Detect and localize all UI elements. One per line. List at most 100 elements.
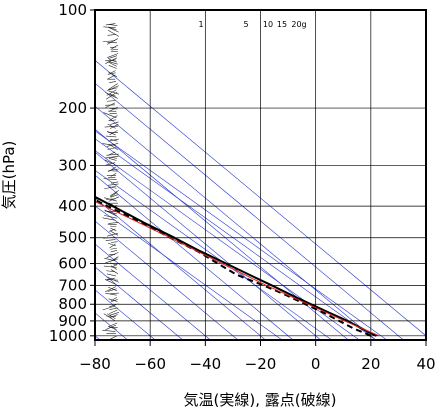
wind-barb — [107, 33, 116, 36]
wind-barb — [105, 162, 116, 166]
wind-barb — [108, 222, 119, 224]
mixing-ratio-label: 5 — [243, 20, 248, 29]
wind-barb — [109, 119, 117, 122]
y-tick-label: 100 — [58, 1, 87, 19]
wind-barb — [106, 143, 119, 147]
wind-barb — [109, 123, 119, 129]
wind-barb — [110, 181, 119, 184]
x-tick-label: −60 — [134, 355, 166, 373]
y-tick-label: 1000 — [49, 327, 87, 345]
x-tick-label: 20 — [361, 355, 380, 373]
temperature-line — [95, 195, 377, 337]
wind-barb — [107, 30, 120, 37]
wind-barb — [110, 297, 117, 302]
wind-barb — [107, 123, 116, 129]
wind-barb — [109, 309, 118, 314]
wind-barb — [110, 173, 117, 177]
wind-barb — [109, 59, 117, 63]
wind-barb — [107, 322, 118, 328]
wind-barb — [107, 183, 119, 186]
wind-barb — [108, 71, 118, 78]
wind-barb — [107, 41, 118, 44]
wind-barb — [109, 307, 119, 310]
wind-barb — [108, 55, 118, 59]
wind-barb — [105, 258, 118, 264]
y-tick-label: 200 — [58, 99, 87, 117]
wind-barb — [107, 83, 118, 91]
wind-barb — [108, 26, 119, 33]
wind-barb — [107, 38, 118, 45]
wind-barb — [105, 155, 119, 159]
wind-barb — [105, 102, 116, 109]
isotherm-line — [95, 128, 349, 340]
wind-barb — [103, 26, 116, 29]
x-tick-label: 40 — [416, 355, 435, 373]
isotherm-line — [95, 197, 266, 340]
y-tick-label: 600 — [58, 255, 87, 273]
isotherm-line — [95, 266, 183, 340]
wind-barb — [103, 178, 117, 180]
wind-barb — [104, 257, 116, 262]
series-lines — [95, 195, 380, 337]
wind-barb — [108, 143, 119, 151]
wind-barb — [108, 151, 116, 156]
wind-barb — [103, 112, 117, 118]
wind-barb — [104, 159, 116, 166]
wind-barb — [108, 72, 116, 75]
wind-barb — [102, 237, 116, 239]
wind-barb — [106, 277, 116, 280]
wind-barb — [107, 147, 117, 150]
reference-line — [95, 200, 380, 337]
wind-barb — [105, 57, 117, 64]
wind-barb — [109, 81, 117, 84]
wind-barb — [110, 121, 119, 125]
wind-barb — [106, 315, 116, 317]
wind-barb — [102, 305, 116, 311]
wind-barb — [110, 249, 118, 253]
wind-barb — [111, 168, 119, 171]
wind-barb — [111, 256, 119, 261]
x-tick-label: 0 — [311, 355, 321, 373]
wind-barb — [103, 215, 118, 219]
wind-barb — [105, 324, 117, 330]
wind-barb — [109, 186, 117, 189]
wind-barb — [104, 279, 117, 285]
wind-barb — [110, 299, 118, 303]
wind-barb — [103, 313, 116, 322]
wind-barb — [110, 247, 118, 250]
wind-barb — [106, 90, 120, 95]
pressure-grid — [94, 9, 427, 340]
mixing-ratio-label: 10 — [263, 20, 273, 29]
wind-barb — [107, 74, 116, 80]
wind-barb — [106, 276, 119, 283]
wind-barb — [107, 242, 117, 247]
mixing-ratio-label: 1 — [198, 20, 203, 29]
wind-barb — [108, 115, 118, 122]
wind-barb — [109, 314, 118, 318]
wind-barb — [109, 312, 120, 316]
wind-barb — [105, 23, 116, 26]
wind-barb — [106, 270, 116, 272]
wind-barb — [108, 326, 117, 330]
wind-barb — [107, 70, 116, 75]
y-tick-label: 500 — [58, 229, 87, 247]
mixing-ratio-line — [95, 205, 283, 340]
x-axis-title: 気温(実線), 露点(破線) — [184, 391, 337, 409]
wind-barb — [106, 100, 116, 102]
wind-barb — [104, 185, 117, 190]
wind-barb — [110, 241, 118, 243]
wind-barb — [105, 91, 118, 100]
wind-barb — [108, 85, 119, 91]
mixing-ratio-label: 20g — [291, 20, 306, 29]
y-tick-label: 800 — [58, 295, 87, 313]
wind-barb — [110, 292, 119, 294]
wind-barb — [108, 106, 118, 112]
wind-barb — [106, 279, 119, 281]
wind-barb — [106, 89, 117, 96]
wind-barb — [108, 138, 119, 142]
y-axis-title: 気圧(hPa) — [0, 141, 18, 210]
x-tick-label: −20 — [245, 355, 277, 373]
wind-barb — [108, 298, 118, 302]
wind-barb — [107, 288, 117, 292]
